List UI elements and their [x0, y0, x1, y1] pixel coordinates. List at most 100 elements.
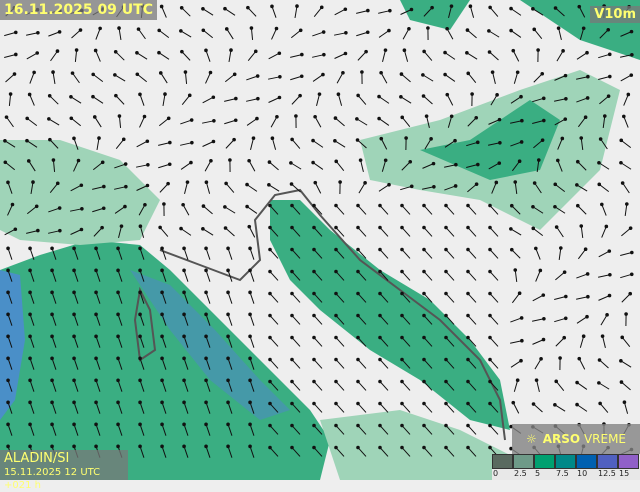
wind-arrow-head [476, 163, 480, 167]
wind-arrow-head [72, 335, 76, 339]
wind-arrow-head [117, 26, 121, 30]
wind-arrow-head [275, 115, 279, 119]
wind-arrow-head [35, 51, 39, 55]
wind-arrow-head [268, 248, 272, 252]
wind-arrow-head [429, 137, 433, 141]
parameter-label: V10m [590, 6, 640, 23]
wind-arrow-head [400, 116, 404, 120]
wind-arrow-head [28, 291, 32, 295]
wind-arrow-head [157, 29, 161, 33]
wind-arrow-head [586, 272, 590, 276]
sun-icon: ☼ [526, 432, 537, 446]
wind-arrow-head [290, 248, 294, 252]
wind-arrow-head [621, 181, 625, 185]
wind-arrow-head [116, 379, 120, 383]
wind-arrow-head [598, 402, 602, 406]
wind-arrow-head [599, 137, 603, 141]
wind-arrow-head [466, 226, 470, 230]
wind-arrow-head [513, 268, 517, 272]
wind-arrow-head [422, 336, 426, 340]
wind-arrow-head [166, 182, 170, 186]
wind-arrow-head [597, 161, 601, 165]
wind-arrow-head [536, 48, 540, 52]
wind-arrow-head [488, 270, 492, 274]
wind-arrow-head [607, 249, 611, 253]
wind-arrow-head [356, 446, 360, 450]
wind-arrow-head [513, 180, 517, 184]
wind-arrow-head [137, 27, 141, 31]
wind-arrow-head [488, 358, 492, 362]
wind-arrow-head [223, 205, 227, 209]
wind-arrow-head [232, 138, 236, 142]
wind-arrow-head [356, 138, 360, 142]
wind-arrow-head [366, 9, 370, 13]
wind-arrow-head [268, 446, 272, 450]
wind-arrow-head [378, 270, 382, 274]
wind-arrow-head [334, 402, 338, 406]
wind-arrow-head [72, 313, 76, 317]
wind-arrow-head [553, 183, 557, 187]
wind-arrow-head [202, 204, 206, 208]
wind-arrow-head [248, 401, 252, 405]
wind-arrow-head [290, 226, 294, 230]
wind-arrow-head [75, 48, 79, 52]
wind-arrow-head [6, 401, 10, 405]
wind-arrow-head [102, 206, 106, 210]
wind-arrow-head [629, 73, 633, 77]
wind-arrow-head [50, 357, 54, 361]
wind-arrow-head [204, 313, 208, 317]
wind-arrow-head [226, 379, 230, 383]
wind-arrow-head [28, 445, 32, 449]
wind-arrow-head [585, 315, 589, 319]
wind-arrow-head [180, 50, 184, 54]
wind-arrow-head [160, 247, 164, 251]
wind-arrow-head [138, 401, 142, 405]
wind-arrow-head [182, 247, 186, 251]
wind-arrow-head [356, 248, 360, 252]
wind-arrow-head [91, 95, 95, 99]
wind-arrow-head [322, 30, 326, 34]
run-info: 15.11.2025 12 UTC +021 h [4, 466, 124, 492]
wind-arrow-head [619, 359, 623, 363]
wind-arrow-head [182, 379, 186, 383]
wind-arrow-head [226, 401, 230, 405]
wind-arrow-head [255, 117, 259, 121]
wind-arrow-head [564, 97, 568, 101]
wind-arrow-head [256, 74, 260, 78]
wind-arrow-head [577, 5, 581, 9]
wind-arrow-head [334, 116, 338, 120]
wind-arrow-head [400, 314, 404, 318]
wind-arrow-head [72, 423, 76, 427]
wind-arrow-head [72, 291, 76, 295]
wind-arrow-head [290, 182, 294, 186]
wind-arrow-head [576, 160, 580, 164]
wind-arrow-head [422, 248, 426, 252]
wind-arrow-head [445, 93, 449, 97]
wind-arrow-head [98, 27, 102, 31]
wind-arrow-head [204, 291, 208, 295]
wind-arrow-head [290, 424, 294, 428]
wind-arrow-head [334, 358, 338, 362]
wind-arrow-head [378, 446, 382, 450]
wind-arrow-head [563, 117, 567, 121]
wind-arrow-head [422, 50, 426, 54]
wind-arrow-head [3, 139, 7, 143]
wind-arrow-head [160, 313, 164, 317]
wind-arrow-head [160, 401, 164, 405]
wind-arrow-head [454, 163, 458, 167]
wind-arrow-head [190, 141, 194, 145]
wind-arrow-head [553, 205, 557, 209]
wind-arrow-head [488, 204, 492, 208]
wind-arrow-head [28, 313, 32, 317]
wind-arrow-head [539, 269, 543, 273]
wind-arrow-head [344, 52, 348, 56]
wind-arrow-head [234, 118, 238, 122]
wind-arrow-head [278, 51, 282, 55]
wind-arrow-head [422, 226, 426, 230]
wind-arrow-head [160, 291, 164, 295]
wind-arrow-head [160, 5, 164, 9]
wind-arrow-head [290, 314, 294, 318]
wind-arrow-head [378, 204, 382, 208]
wind-arrow-head [32, 71, 36, 75]
wind-arrow-head [290, 446, 294, 450]
